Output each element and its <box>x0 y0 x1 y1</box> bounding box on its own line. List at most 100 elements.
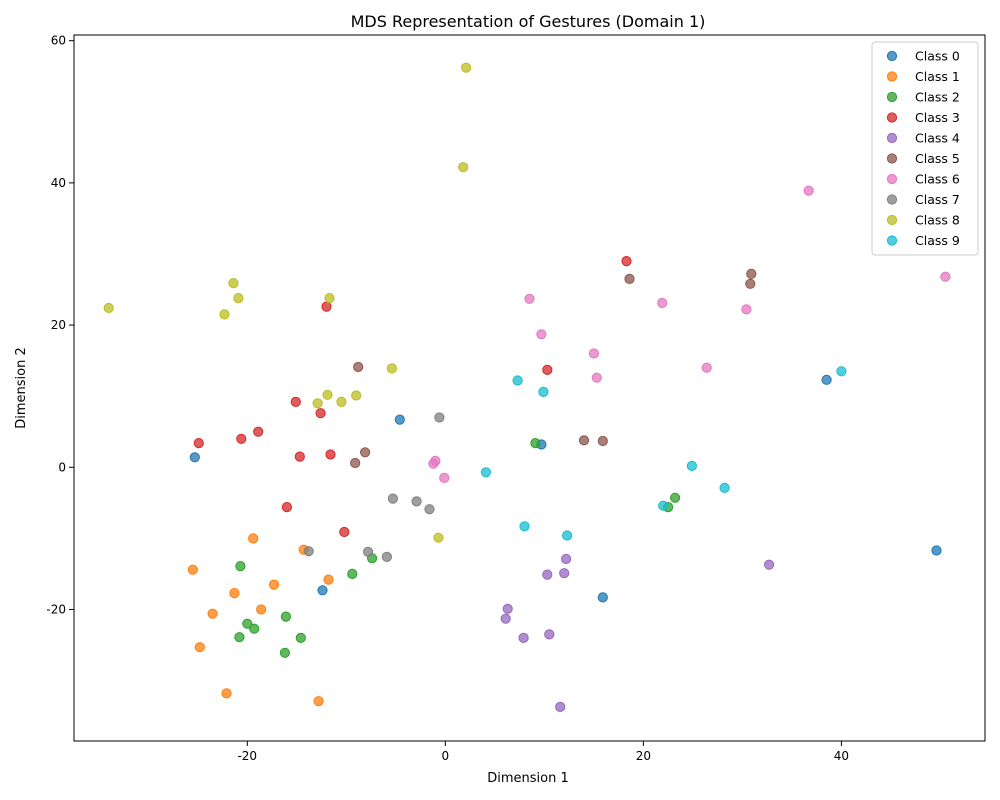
scatter-point <box>591 372 602 383</box>
scatter-point <box>248 533 259 544</box>
axis-ticks: -20 0 20 40 -20 0 20 40 60 <box>46 34 849 763</box>
x-tick-label: 40 <box>834 749 849 763</box>
y-tick-label: -20 <box>46 602 66 616</box>
scatter-point <box>500 613 511 624</box>
scatter-point <box>249 623 260 634</box>
scatter-point <box>836 366 847 377</box>
scatter-point <box>193 438 204 449</box>
scatter-point <box>350 457 361 469</box>
y-tick-label: 60 <box>51 34 66 48</box>
legend-label: Class 4 <box>915 131 960 146</box>
scatter-point <box>519 521 530 532</box>
scatter-point <box>701 362 712 373</box>
scatter-point <box>325 449 336 460</box>
scatter-point <box>280 611 291 622</box>
x-tick-label: 20 <box>636 749 651 763</box>
legend-label: Class 3 <box>915 110 960 125</box>
scatter-point <box>544 629 555 640</box>
scatter-point <box>746 268 757 279</box>
scatter-point <box>294 451 305 462</box>
scatter-point <box>321 301 332 312</box>
y-tick-label: 0 <box>58 460 66 474</box>
legend-label: Class 2 <box>915 90 960 105</box>
scatter-point <box>518 632 529 644</box>
axes-frame <box>73 34 986 742</box>
y-tick-label: 40 <box>51 176 66 190</box>
scatter-point <box>242 618 253 629</box>
scatter-point <box>353 361 364 373</box>
scatter-point <box>103 302 114 314</box>
scatter-point <box>624 273 635 284</box>
scatter-point <box>339 526 350 538</box>
scatter-point <box>322 389 333 400</box>
scatter-point <box>458 162 469 173</box>
scatter-point <box>502 603 513 614</box>
legend-marker <box>886 194 898 205</box>
scatter-point <box>621 256 632 267</box>
scatter-point <box>555 701 566 713</box>
scatter-point <box>363 546 374 558</box>
scatter-point <box>189 452 200 463</box>
scatter-point <box>281 502 292 513</box>
series-class-0 <box>189 374 942 603</box>
legend-marker <box>886 132 898 144</box>
plot-area <box>103 62 951 713</box>
scatter-point <box>315 408 326 419</box>
scatter-point <box>821 374 832 385</box>
scatter-point <box>764 559 775 570</box>
series-class-6 <box>428 185 951 483</box>
legend-label: Class 5 <box>915 151 960 166</box>
scatter-point <box>236 433 247 444</box>
legend-box <box>871 41 979 256</box>
scatter-point <box>741 304 752 315</box>
scatter-point <box>536 329 547 340</box>
legend-label: Class 8 <box>915 213 960 228</box>
x-axis-label: Dimension 1 <box>487 771 569 786</box>
scatter-point <box>394 414 405 425</box>
scatter-point <box>295 632 306 644</box>
scatter-point <box>336 396 347 407</box>
scatter-point <box>530 438 541 449</box>
scatter-point <box>512 375 523 386</box>
scatter-point <box>290 396 301 407</box>
scatter-point <box>538 386 549 397</box>
scatter-point <box>279 647 290 658</box>
scatter-point <box>235 561 246 572</box>
scatter-point <box>657 297 668 309</box>
scatter-point <box>719 482 730 493</box>
scatter-point <box>658 500 669 511</box>
scatter-point <box>386 363 397 374</box>
scatter-point <box>323 574 334 585</box>
scatter-point <box>597 592 608 603</box>
series-class-8 <box>103 62 472 543</box>
scatter-point <box>317 585 328 596</box>
scatter-point <box>542 364 553 375</box>
scatter-point <box>228 278 239 289</box>
scatter-point <box>229 588 240 599</box>
scatter-point <box>313 696 324 707</box>
scatter-point <box>324 293 335 304</box>
scatter-point <box>411 496 422 507</box>
scatter-point <box>256 604 267 615</box>
legend-marker <box>886 173 898 185</box>
scatter-point <box>234 632 245 643</box>
scatter-point <box>524 293 535 304</box>
legend-marker <box>886 153 898 164</box>
y-tick-label: 20 <box>51 318 66 332</box>
series-class-4 <box>500 553 775 713</box>
legend-label: Class 6 <box>915 172 960 187</box>
legend-label: Class 7 <box>915 192 960 207</box>
scatter-point <box>434 412 445 423</box>
scatter-point <box>351 390 362 401</box>
scatter-point <box>303 546 314 557</box>
scatter-point <box>233 293 244 304</box>
scatter-point <box>597 435 608 447</box>
scatter-point <box>433 532 444 543</box>
legend-marker <box>886 235 898 246</box>
series-class-7 <box>303 412 445 563</box>
scatter-point <box>268 579 280 590</box>
legend-label: Class 9 <box>915 233 960 248</box>
legend-marker <box>886 91 898 103</box>
